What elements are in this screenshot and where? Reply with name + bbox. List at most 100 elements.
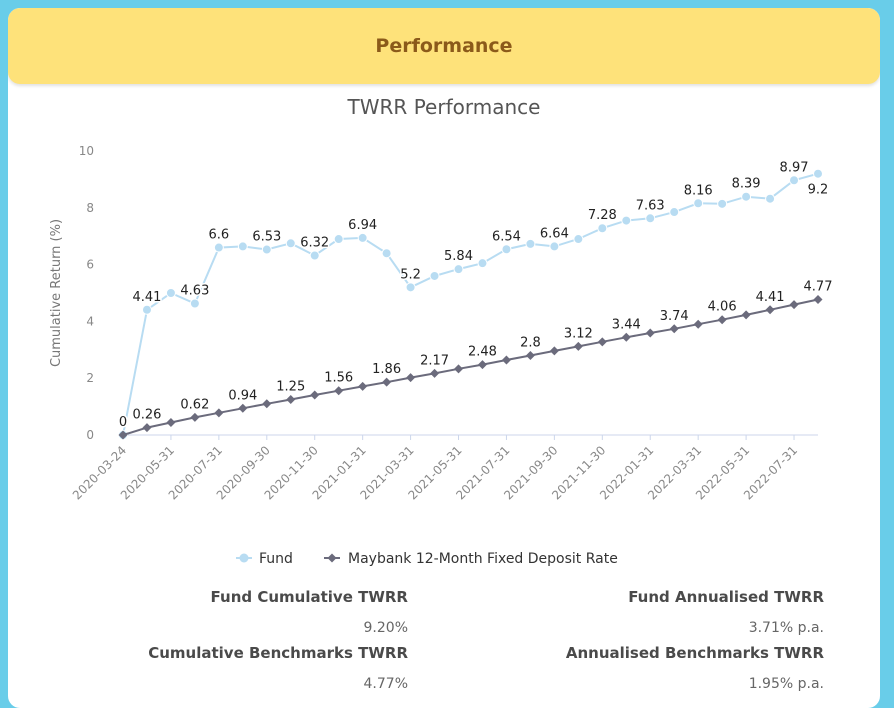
benchmark-data-label: 0.62 xyxy=(180,397,209,412)
fund-point xyxy=(213,242,224,253)
fund-point xyxy=(693,198,704,209)
benchmark-point xyxy=(645,328,655,338)
fund-data-label: 8.16 xyxy=(684,183,713,198)
benchmark-point xyxy=(262,399,272,409)
fund-point xyxy=(549,241,560,252)
fund-point xyxy=(189,298,200,309)
benchmark-data-label: 2.8 xyxy=(520,335,541,350)
fund-point xyxy=(765,193,776,204)
fund-data-label: 4.41 xyxy=(132,290,161,305)
bench-cumulative-label: Cumulative Benchmarks TWRR xyxy=(148,644,408,662)
fund-cumulative-label: Fund Cumulative TWRR xyxy=(210,588,408,606)
benchmark-point xyxy=(238,403,248,413)
benchmark-data-label: 2.17 xyxy=(420,353,449,368)
fund-point xyxy=(165,288,176,298)
benchmark-point xyxy=(669,324,679,334)
benchmark-point xyxy=(310,390,320,400)
fund-cumulative-value: 9.20% xyxy=(363,620,408,636)
benchmark-point xyxy=(118,430,128,440)
benchmark-data-label: 3.74 xyxy=(660,309,689,324)
benchmark-data-label: 0.94 xyxy=(228,388,257,403)
y-tick-label: 8 xyxy=(86,201,94,215)
twrr-chart: TWRR Performance Cumulative Return (%) 0 2 4… xyxy=(49,95,834,567)
fund-point xyxy=(645,213,656,224)
fund-data-label: 6.54 xyxy=(492,229,521,244)
fund-point xyxy=(813,168,823,179)
performance-header: Performance xyxy=(8,8,880,84)
fund-point xyxy=(381,248,392,259)
fund-point xyxy=(501,244,512,255)
fund-data-label: 6.6 xyxy=(209,228,230,243)
benchmark-point xyxy=(454,364,464,374)
bench-cumulative-value: 4.77% xyxy=(363,676,408,692)
benchmark-point xyxy=(813,295,823,305)
fund-point xyxy=(525,238,536,249)
benchmark-data-label: 0.26 xyxy=(132,408,161,423)
benchmark-data-label: 1.25 xyxy=(276,380,305,395)
legend-fund-label: Fund xyxy=(259,551,293,567)
benchmark-data-label: 4.06 xyxy=(708,300,737,315)
fund-point xyxy=(285,238,296,249)
legend-benchmark-marker xyxy=(327,553,337,563)
fund-data-label: 9.2 xyxy=(808,183,829,198)
benchmark-data-label: 4.77 xyxy=(804,280,833,295)
benchmark-point xyxy=(789,300,799,310)
benchmark-data-label: 2.48 xyxy=(468,345,497,360)
fund-point xyxy=(357,232,368,243)
benchmark-point xyxy=(406,373,416,383)
fund-data-label: 8.39 xyxy=(732,177,761,192)
performance-card: Performance TWRR Performance Cumulative R… xyxy=(8,8,880,708)
fund-data-label: 5.84 xyxy=(444,249,473,264)
benchmark-point xyxy=(477,360,487,370)
benchmark-point xyxy=(190,412,200,422)
fund-point xyxy=(597,223,608,234)
fund-data-label: 7.28 xyxy=(588,208,617,223)
benchmark-data-label: 1.86 xyxy=(372,362,401,377)
fund-point xyxy=(741,191,752,202)
benchmark-point xyxy=(142,423,152,433)
fund-point xyxy=(141,304,152,315)
fund-point xyxy=(405,282,416,293)
benchmark-point xyxy=(741,310,751,320)
benchmark-point xyxy=(693,319,703,329)
fund-annualised-value: 3.71% p.a. xyxy=(748,620,824,636)
fund-point xyxy=(573,234,584,245)
fund-data-label: 7.63 xyxy=(636,198,665,213)
benchmark-point xyxy=(717,315,727,325)
fund-point xyxy=(261,244,272,255)
benchmark-point xyxy=(501,355,511,365)
fund-point xyxy=(621,215,632,226)
fund-point xyxy=(237,241,248,252)
chart-title: TWRR Performance xyxy=(347,95,541,119)
bench-annualised-value: 1.95% p.a. xyxy=(748,676,824,692)
fund-point xyxy=(477,258,488,269)
bench-annualised-label: Annualised Benchmarks TWRR xyxy=(565,644,824,662)
fund-data-label: 6.64 xyxy=(540,226,569,241)
legend-fund-marker xyxy=(239,553,249,563)
header-title: Performance xyxy=(375,35,513,57)
fund-data-label: 6.53 xyxy=(252,230,281,245)
y-tick-label: 10 xyxy=(79,144,94,158)
y-tick-label: 2 xyxy=(86,371,94,385)
benchmark-point xyxy=(166,418,176,428)
benchmark-data-label: 1.56 xyxy=(324,371,353,386)
fund-data-label: 8.97 xyxy=(780,160,809,175)
benchmark-point xyxy=(621,332,631,342)
benchmark-point xyxy=(334,386,344,396)
y-tick-label: 6 xyxy=(86,258,94,272)
fund-point xyxy=(789,175,800,186)
fund-point xyxy=(453,264,464,275)
benchmark-point xyxy=(214,408,224,418)
benchmark-point xyxy=(382,377,392,387)
fund-data-label: 0 xyxy=(119,415,127,430)
series-line-benchmark xyxy=(122,298,819,436)
benchmark-data-label: 3.12 xyxy=(564,326,593,341)
fund-data-label: 6.94 xyxy=(348,218,377,233)
benchmark-point xyxy=(597,337,607,347)
benchmark-point xyxy=(358,381,368,391)
y-axis-label: Cumulative Return (%) xyxy=(49,219,64,367)
fund-point xyxy=(309,250,320,261)
fund-data-label: 5.2 xyxy=(400,267,421,282)
benchmark-point xyxy=(549,346,559,356)
benchmark-point xyxy=(286,395,296,404)
